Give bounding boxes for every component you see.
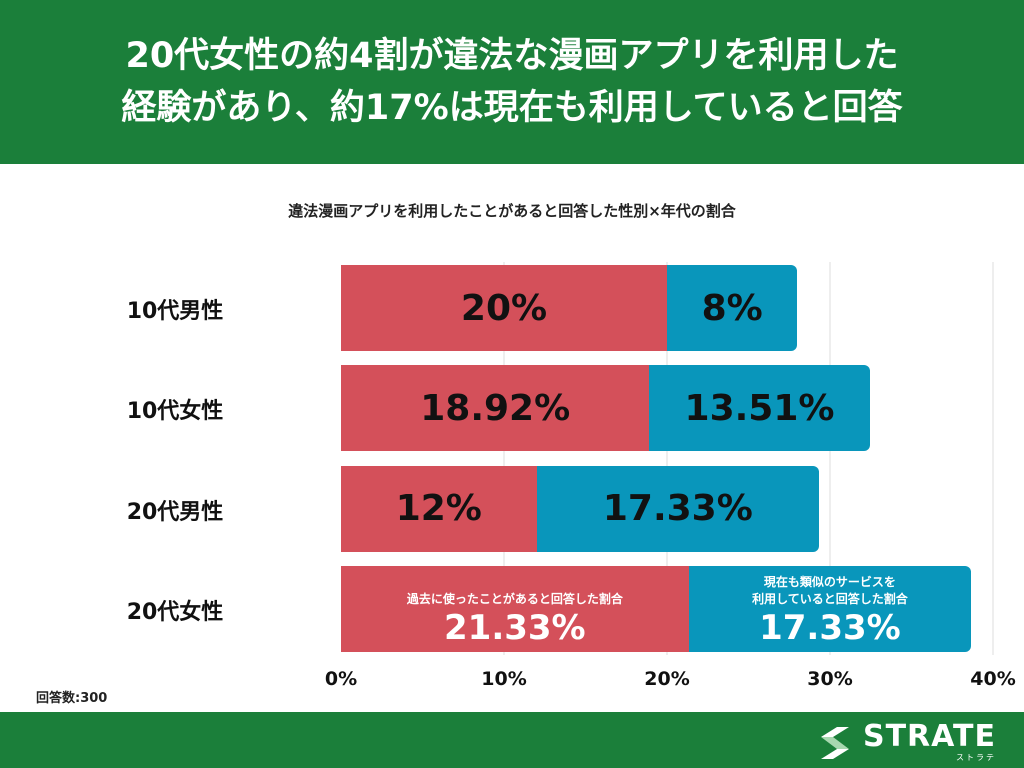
bar-past-3: 過去に使ったことがあると回答した割合 21.33% — [341, 565, 689, 652]
data-label: 13.51% — [684, 387, 835, 429]
bar-past-2: 12% — [341, 465, 537, 552]
bar-current-2: 17.33% — [536, 465, 820, 552]
footer-banner: STRATE ストラテ — [0, 712, 1024, 768]
data-label: 17.33% — [602, 488, 753, 530]
data-label: 20% — [460, 287, 548, 329]
data-label: 8% — [701, 287, 763, 329]
category-label: 20代男性 — [126, 499, 224, 525]
data-label: 21.33% — [444, 607, 586, 648]
bar-past-1: 18.92% — [341, 365, 650, 452]
chart-title: 違法漫画アプリを利用したことがあると回答した性別×年代の割合 — [288, 202, 736, 220]
logo-kana: ストラテ — [956, 753, 996, 762]
series-label-current: 現在も類似のサービスを 利用していると回答した割合 — [752, 574, 908, 608]
strate-logo: STRATE ストラテ — [815, 722, 996, 763]
series-label-line: 現在も類似のサービスを — [763, 574, 896, 589]
data-label: 12% — [395, 488, 482, 530]
x-tick-label: 30% — [807, 668, 853, 690]
category-label: 20代女性 — [126, 599, 224, 625]
x-tick-label: 0% — [324, 668, 358, 690]
category-label: 10代女性 — [126, 399, 224, 425]
title-line-2: 経験があり、約17%は現在も利用していると回答 — [121, 88, 903, 128]
series-label-past: 過去に使ったことがあると回答した割合 — [406, 591, 623, 606]
bar-current-3: 現在も類似のサービスを 利用していると回答した割合 17.33% — [688, 565, 972, 652]
bar-current-0: 8% — [667, 265, 798, 351]
x-tick-label: 20% — [644, 668, 690, 690]
title-line-1: 20代女性の約4割が違法な漫画アプリを利用した — [125, 36, 899, 76]
category-label: 10代男性 — [126, 299, 224, 324]
logo-text: STRATE — [862, 719, 996, 754]
bar-current-1: 13.51% — [649, 365, 870, 452]
respondent-count: 回答数:300 — [36, 691, 108, 706]
data-label: 18.92% — [420, 387, 571, 429]
header-banner: 20代女性の約4割が違法な漫画アプリを利用した 経験があり、約17%は現在も利用… — [0, 0, 1024, 164]
x-tick-label: 10% — [481, 668, 527, 690]
strate-logo-icon — [820, 726, 849, 759]
bar-past-0: 20% — [341, 265, 667, 351]
series-label-line: 利用していると回答した割合 — [752, 591, 908, 606]
data-label: 17.33% — [759, 607, 901, 648]
x-tick-label: 40% — [970, 668, 1016, 690]
